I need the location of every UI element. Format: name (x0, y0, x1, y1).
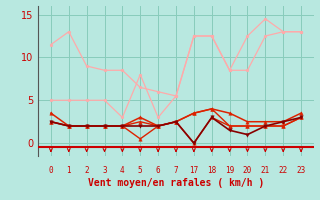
X-axis label: Vent moyen/en rafales ( km/h ): Vent moyen/en rafales ( km/h ) (88, 178, 264, 188)
